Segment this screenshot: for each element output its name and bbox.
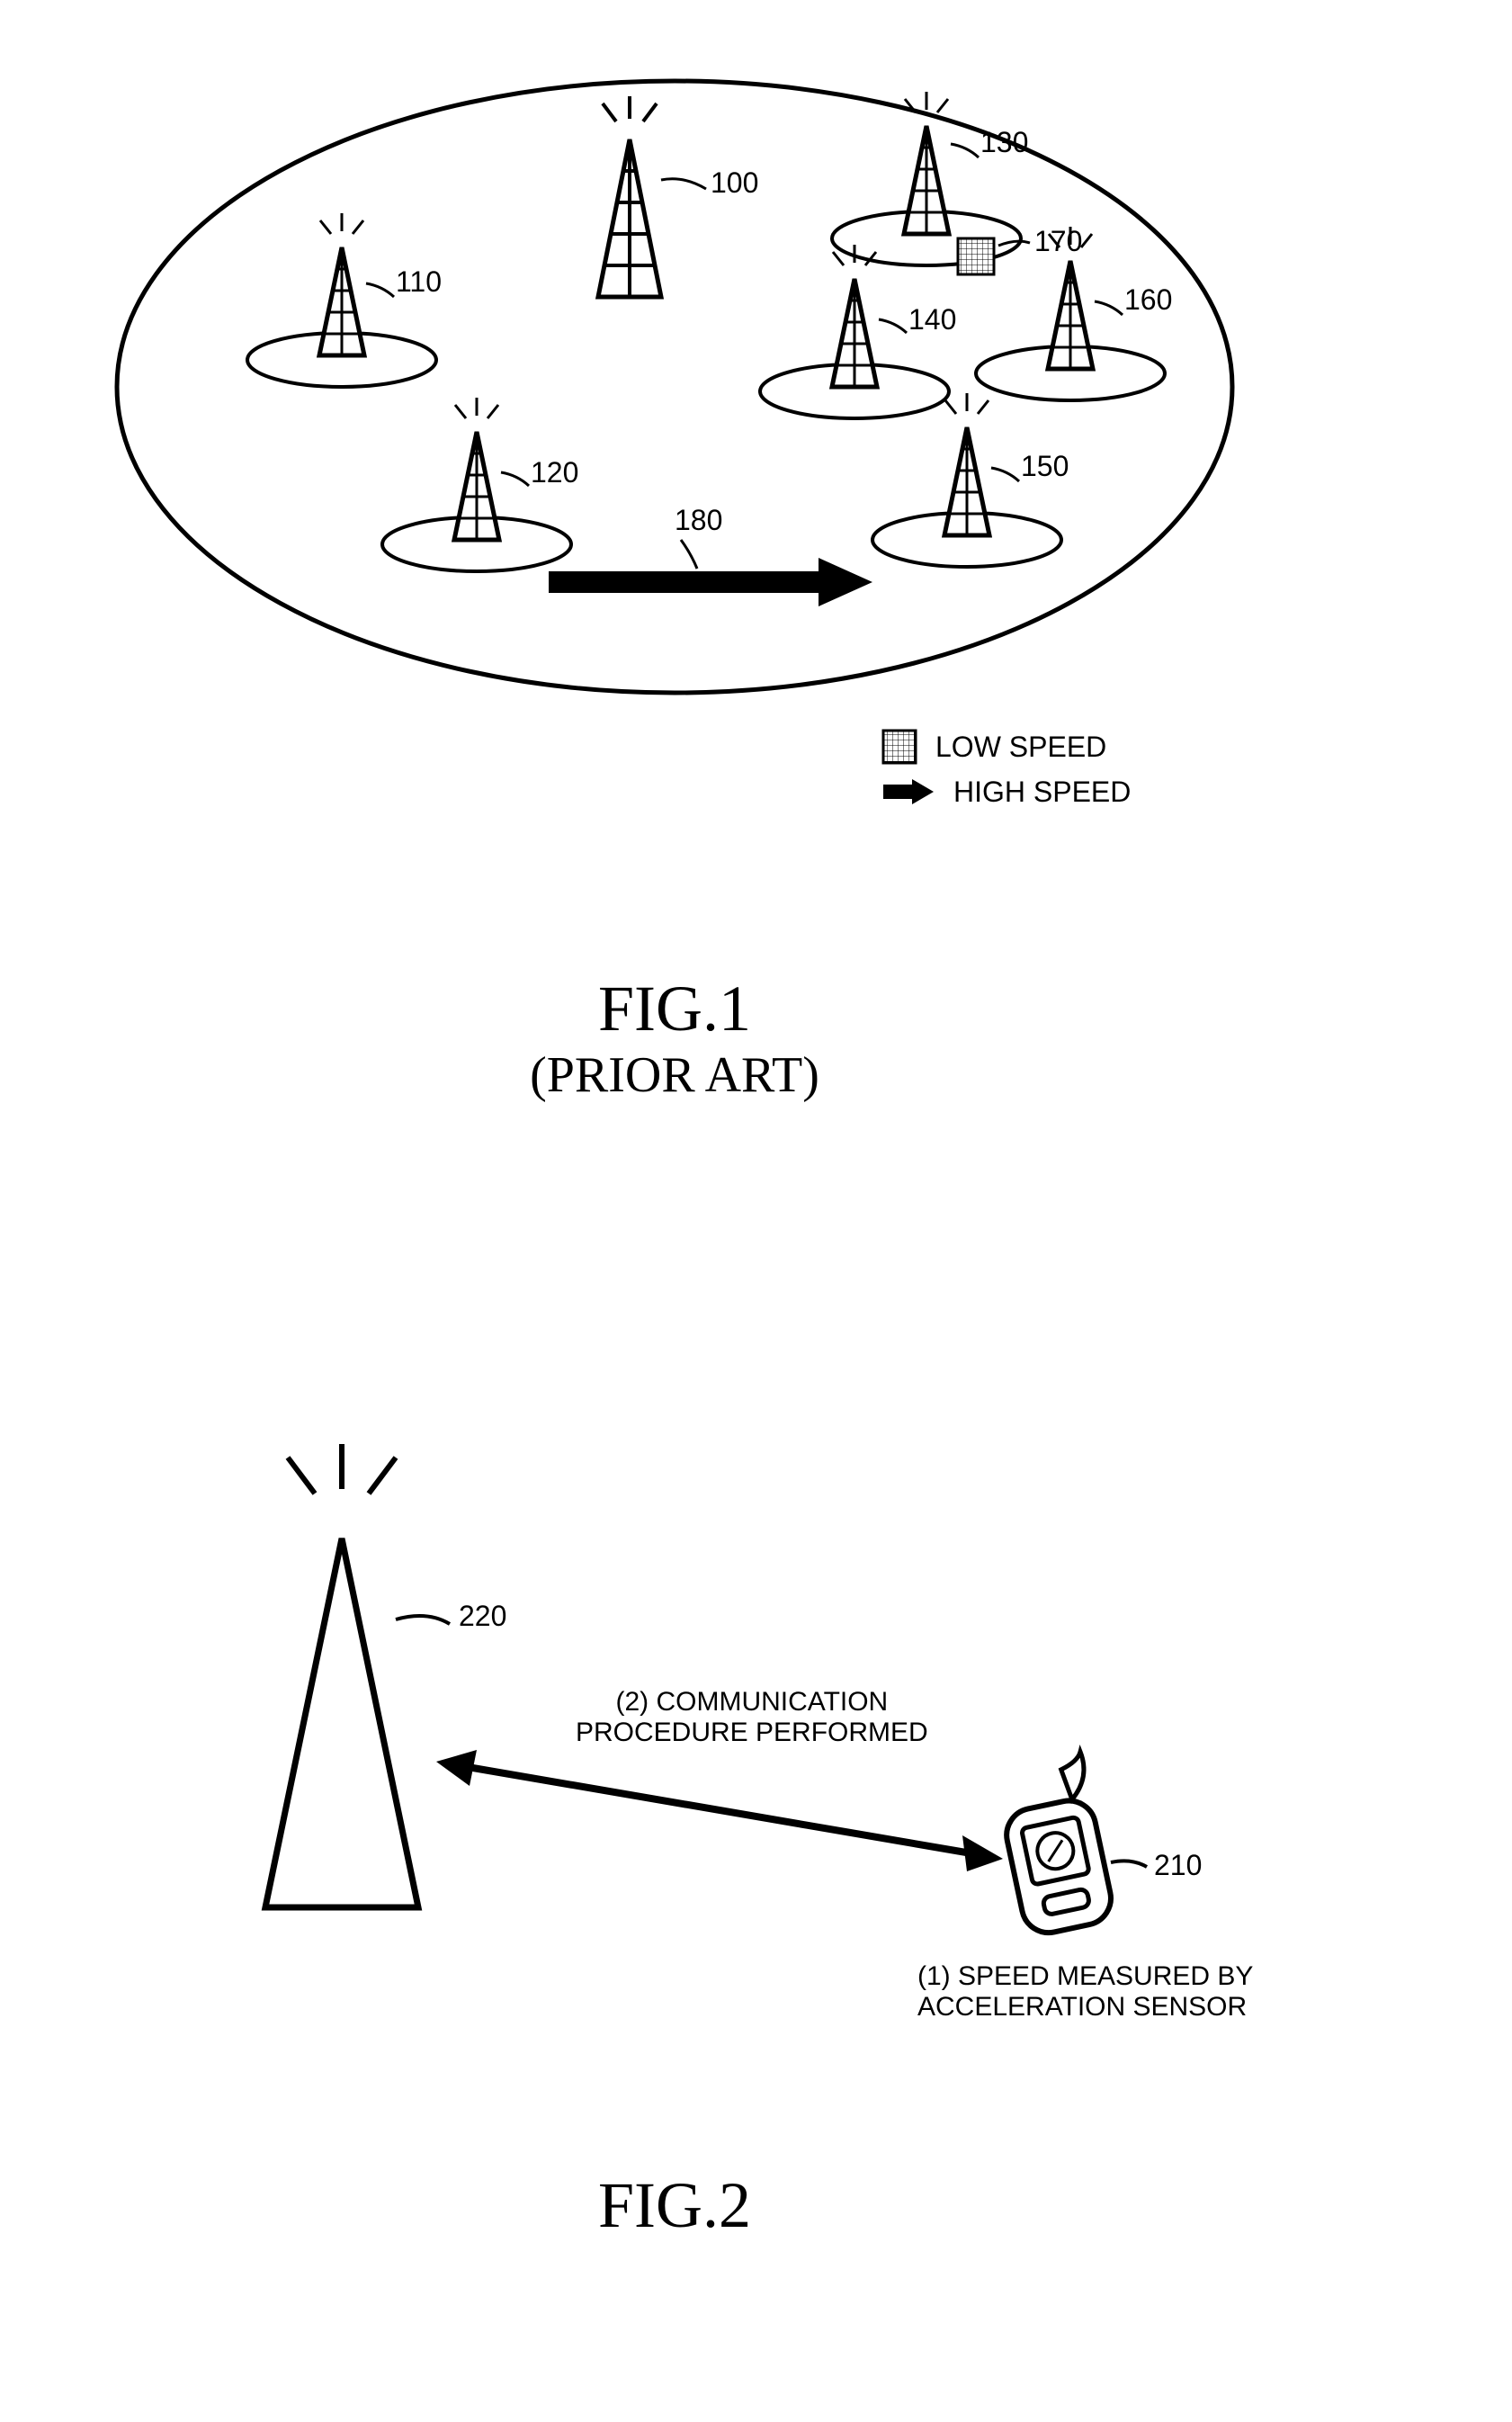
fig1-subtitle: (PRIOR ART) xyxy=(0,1046,1349,1104)
legend: LOW SPEED HIGH SPEED xyxy=(881,729,1131,819)
macro-cell-ellipse xyxy=(117,81,1232,693)
tower-220 xyxy=(265,1444,418,1907)
leader-220 xyxy=(396,1616,450,1624)
label-110: 110 xyxy=(396,265,442,299)
bidirectional-arrow xyxy=(436,1750,1003,1871)
label-160: 160 xyxy=(1124,283,1172,317)
leader-120 xyxy=(501,472,529,486)
tower-140 xyxy=(832,245,877,387)
legend-low-text: LOW SPEED xyxy=(935,731,1106,764)
label-170: 170 xyxy=(1034,225,1082,258)
tower-100 xyxy=(598,96,661,297)
legend-high-row: HIGH SPEED xyxy=(881,774,1131,810)
label-210: 210 xyxy=(1154,1849,1202,1882)
legend-arrow-icon xyxy=(881,774,935,810)
label-140: 140 xyxy=(908,303,956,336)
ue-170 xyxy=(958,238,994,274)
fig2-phone-annotation: (1) SPEED MEASURED BY ACCELERATION SENSO… xyxy=(917,1961,1253,2023)
label-150: 150 xyxy=(1021,450,1069,483)
label-180: 180 xyxy=(675,504,722,537)
phone-210 xyxy=(992,1752,1116,1938)
fig2-title-block: FIG.2 xyxy=(0,2168,1349,2243)
fig2-svg xyxy=(0,1386,1512,2195)
leader-210 xyxy=(1111,1861,1147,1867)
legend-high-text: HIGH SPEED xyxy=(953,776,1131,809)
legend-hatch-icon xyxy=(881,729,917,765)
leader-180 xyxy=(681,540,697,569)
figure-2-container: 220 210 (2) COMMUNICATION PROCEDURE PERF… xyxy=(0,1386,1512,2375)
leader-130 xyxy=(951,144,979,157)
legend-low-row: LOW SPEED xyxy=(881,729,1131,765)
tower-120 xyxy=(454,398,499,540)
leader-150 xyxy=(991,468,1019,481)
fig1-title-block: FIG.1 (PRIOR ART) xyxy=(0,972,1349,1104)
arrow-180 xyxy=(549,558,872,606)
leader-110 xyxy=(366,283,394,297)
leader-140 xyxy=(879,319,907,333)
label-120: 120 xyxy=(531,456,578,489)
fig1-title: FIG.1 xyxy=(0,972,1349,1046)
tower-110 xyxy=(319,213,364,355)
label-100: 100 xyxy=(711,166,758,200)
leader-160 xyxy=(1095,301,1123,315)
leader-100 xyxy=(661,179,706,189)
fig2-arrow-annotation: (2) COMMUNICATION PROCEDURE PERFORMED xyxy=(576,1687,928,1748)
fig2-title: FIG.2 xyxy=(0,2168,1349,2243)
fig1-svg xyxy=(0,0,1512,810)
leader-170 xyxy=(998,241,1030,246)
label-220: 220 xyxy=(459,1600,506,1633)
label-130: 130 xyxy=(980,126,1028,159)
tower-150 xyxy=(944,393,989,535)
